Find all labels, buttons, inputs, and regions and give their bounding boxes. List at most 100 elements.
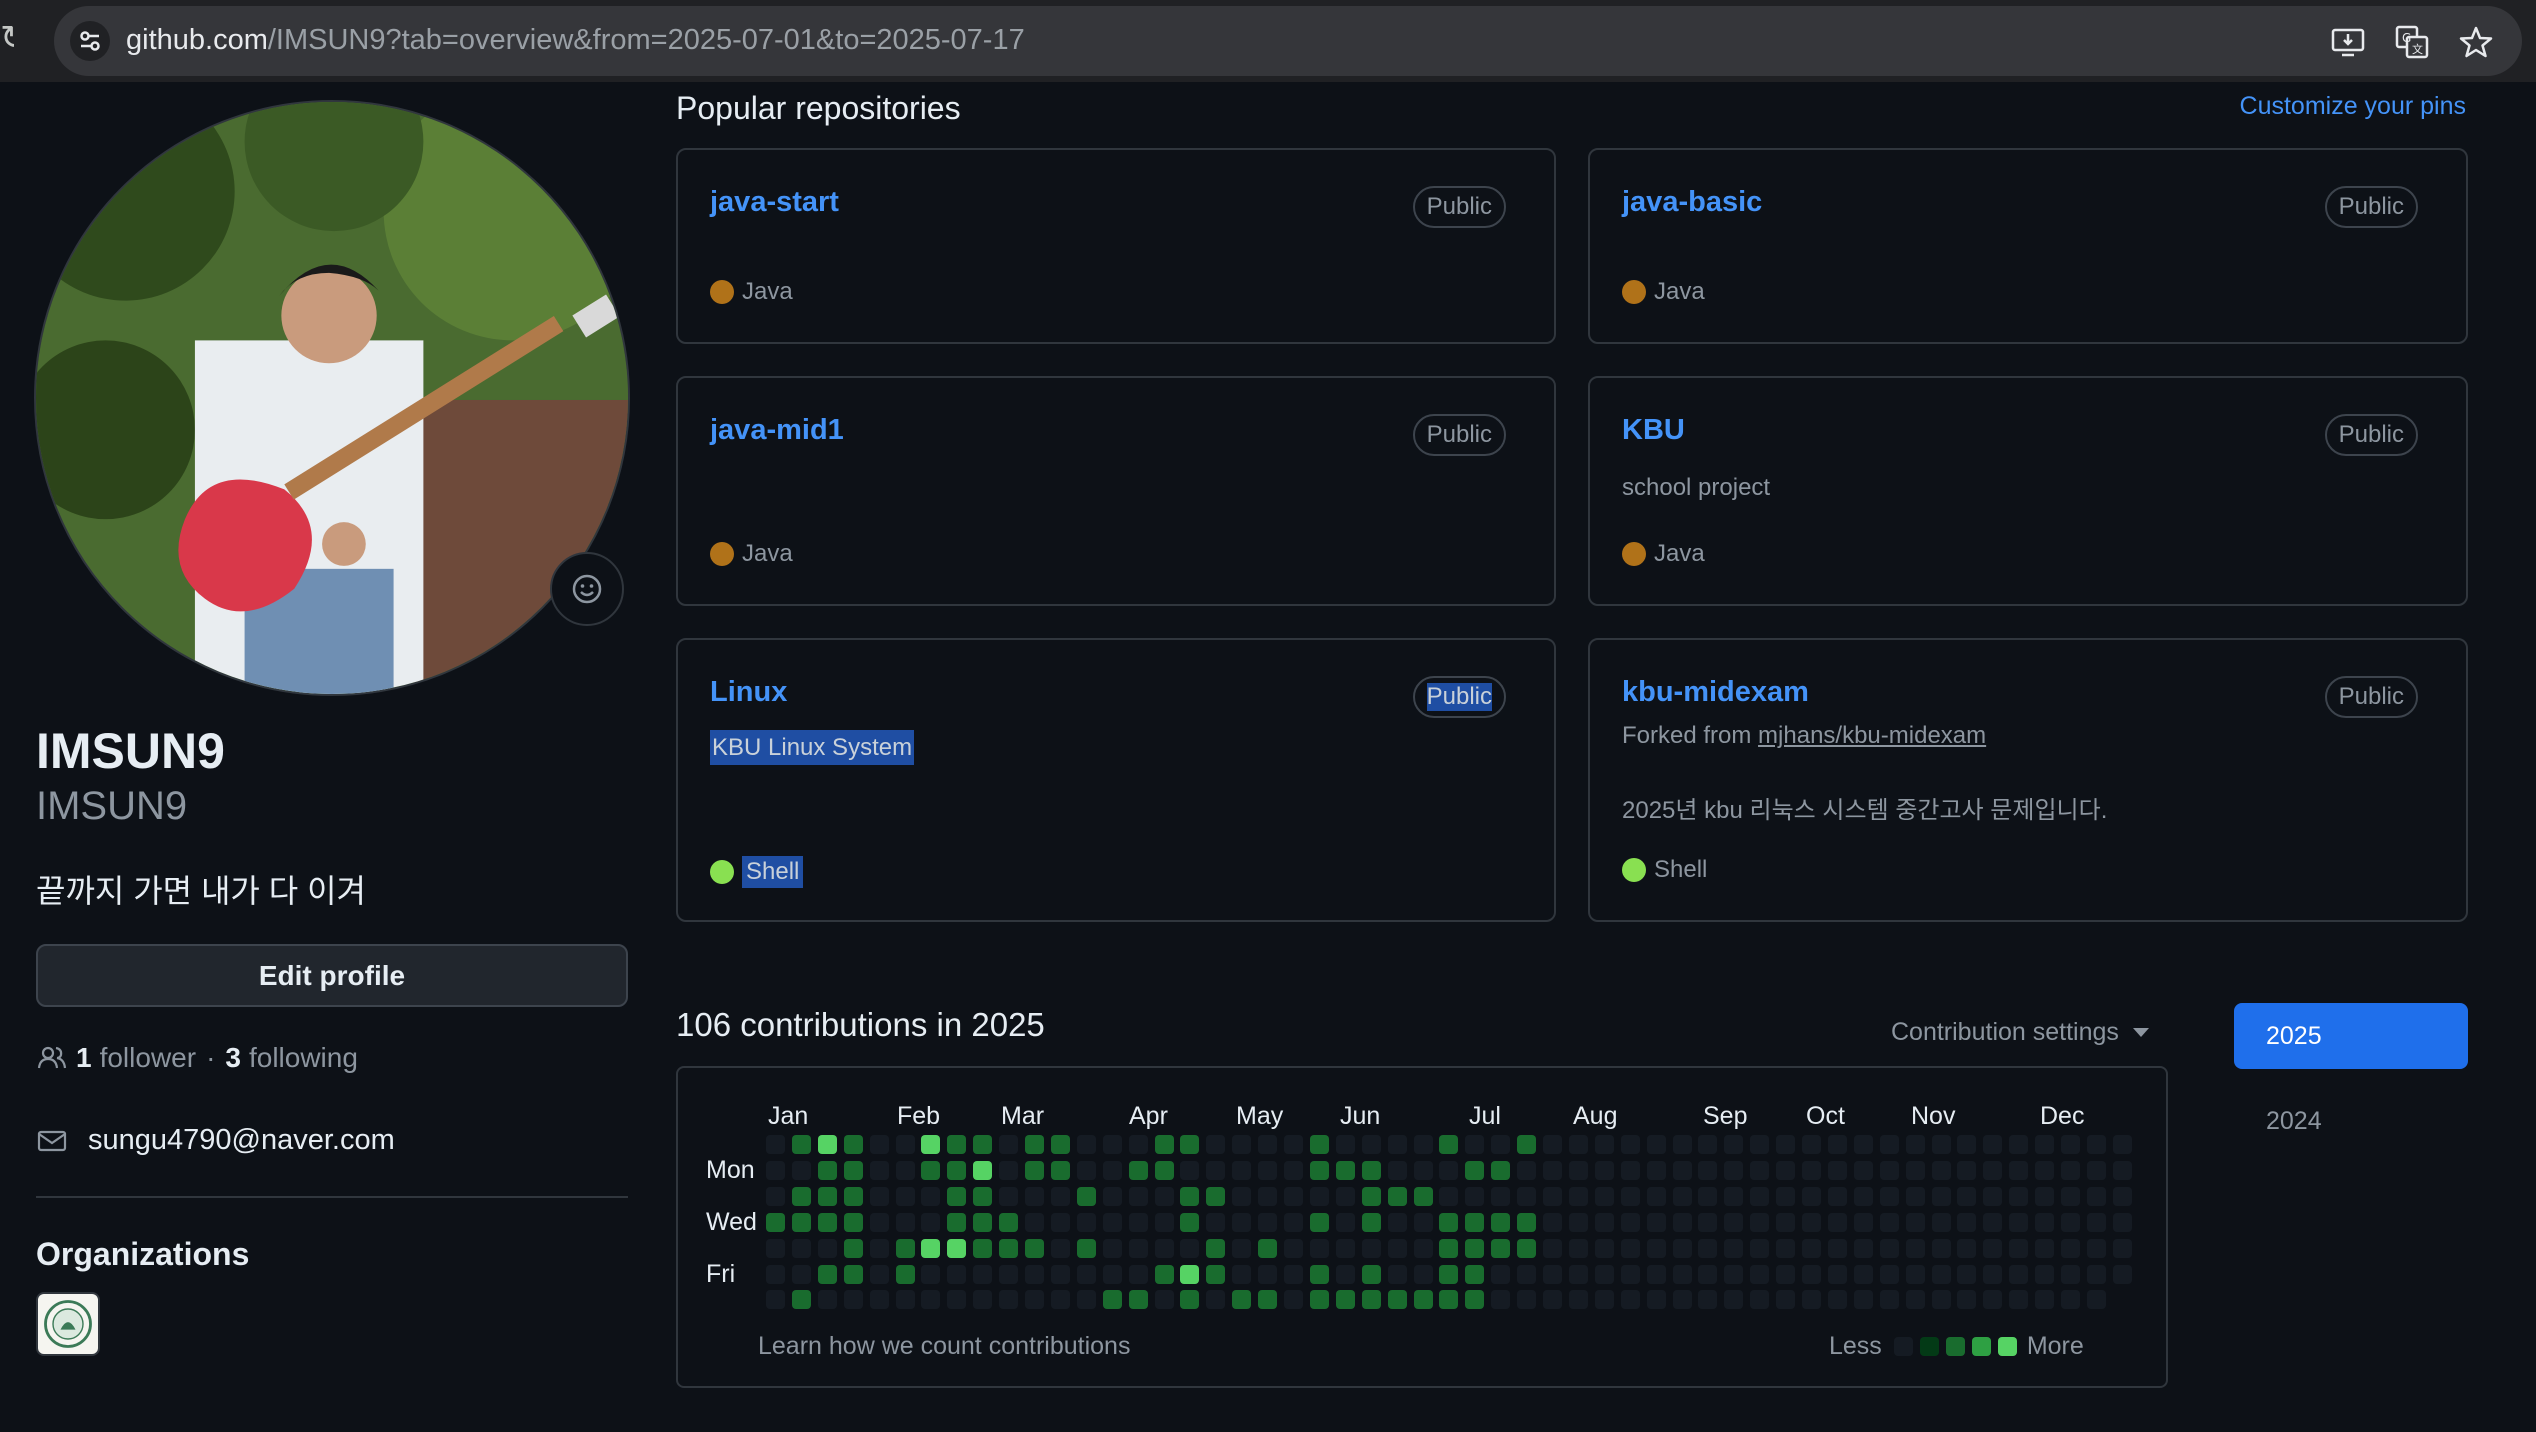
contribution-day-cell[interactable]: [1102, 1264, 1122, 1284]
contribution-day-cell[interactable]: [766, 1135, 785, 1154]
contribution-day-cell[interactable]: [947, 1212, 967, 1232]
contribution-day-cell[interactable]: [1309, 1160, 1329, 1180]
contribution-day-cell[interactable]: [1957, 1212, 1977, 1232]
contribution-day-cell[interactable]: [1465, 1186, 1485, 1206]
contribution-day-cell[interactable]: [1931, 1290, 1951, 1310]
contribution-day-cell[interactable]: [1750, 1186, 1770, 1206]
contribution-day-cell[interactable]: [1957, 1290, 1977, 1310]
contribution-day-cell[interactable]: [1206, 1238, 1226, 1258]
contribution-day-cell[interactable]: [1050, 1264, 1070, 1284]
contribution-day-cell[interactable]: [1543, 1160, 1562, 1180]
contribution-day-cell[interactable]: [1309, 1264, 1329, 1284]
contribution-day-cell[interactable]: [1413, 1290, 1433, 1310]
contribution-day-cell[interactable]: [921, 1212, 941, 1232]
contribution-day-cell[interactable]: [1335, 1238, 1355, 1258]
contribution-day-cell[interactable]: [1879, 1186, 1899, 1206]
contribution-day-cell[interactable]: [1802, 1212, 1821, 1232]
contribution-day-cell[interactable]: [1594, 1212, 1614, 1232]
contribution-day-cell[interactable]: [973, 1160, 993, 1180]
contribution-day-cell[interactable]: [1594, 1160, 1614, 1180]
contribution-day-cell[interactable]: [973, 1264, 993, 1284]
contribution-day-cell[interactable]: [1827, 1212, 1847, 1232]
contribution-day-cell[interactable]: [791, 1212, 811, 1232]
contribution-day-cell[interactable]: [2035, 1160, 2055, 1180]
contribution-day-cell[interactable]: [1154, 1238, 1174, 1258]
contribution-day-cell[interactable]: [1025, 1186, 1044, 1206]
contribution-day-cell[interactable]: [1802, 1238, 1821, 1258]
address-bar[interactable]: github.com/IMSUN9?tab=overview&from=2025…: [54, 6, 2522, 76]
contribution-day-cell[interactable]: [1957, 1264, 1977, 1284]
contribution-day-cell[interactable]: [1387, 1212, 1407, 1232]
site-info-icon[interactable]: [70, 21, 110, 61]
contribution-day-cell[interactable]: [1853, 1135, 1873, 1154]
customize-pins-link[interactable]: Customize your pins: [2239, 92, 2466, 120]
contribution-day-cell[interactable]: [1309, 1238, 1329, 1258]
edit-profile-button[interactable]: Edit profile: [36, 944, 628, 1007]
contribution-day-cell[interactable]: [1050, 1186, 1070, 1206]
contribution-day-cell[interactable]: [999, 1212, 1019, 1232]
contribution-day-cell[interactable]: [1776, 1135, 1796, 1154]
contribution-day-cell[interactable]: [1232, 1135, 1252, 1154]
contribution-day-cell[interactable]: [1957, 1160, 1977, 1180]
contribution-day-cell[interactable]: [947, 1238, 967, 1258]
contribution-day-cell[interactable]: [1128, 1135, 1148, 1154]
contribution-day-cell[interactable]: [1154, 1212, 1174, 1232]
contribution-day-cell[interactable]: [1491, 1135, 1511, 1154]
profile-avatar[interactable]: [34, 100, 630, 696]
contribution-day-cell[interactable]: [1439, 1186, 1459, 1206]
contribution-day-cell[interactable]: [1128, 1264, 1148, 1284]
contribution-day-cell[interactable]: [1076, 1290, 1096, 1310]
contribution-day-cell[interactable]: [1750, 1212, 1770, 1232]
contribution-day-cell[interactable]: [1905, 1160, 1925, 1180]
contribution-day-cell[interactable]: [1258, 1238, 1278, 1258]
contribution-day-cell[interactable]: [1309, 1212, 1329, 1232]
contribution-day-cell[interactable]: [1025, 1160, 1044, 1180]
contribution-day-cell[interactable]: [1232, 1160, 1252, 1180]
contribution-day-cell[interactable]: [843, 1238, 863, 1258]
contribution-day-cell[interactable]: [1802, 1264, 1821, 1284]
contribution-day-cell[interactable]: [921, 1135, 941, 1154]
contribution-day-cell[interactable]: [1284, 1290, 1303, 1310]
contribution-day-cell[interactable]: [921, 1238, 941, 1258]
contribution-day-cell[interactable]: [869, 1238, 889, 1258]
contribution-day-cell[interactable]: [1102, 1135, 1122, 1154]
bookmark-star-icon[interactable]: [2458, 24, 2494, 60]
contribution-day-cell[interactable]: [1102, 1186, 1122, 1206]
contribution-day-cell[interactable]: [1025, 1238, 1044, 1258]
repo-name-link[interactable]: kbu-midexam: [1622, 676, 1809, 708]
contribution-day-cell[interactable]: [1102, 1290, 1122, 1310]
contribution-day-cell[interactable]: [1879, 1135, 1899, 1154]
contribution-day-cell[interactable]: [1284, 1160, 1303, 1180]
contribution-day-cell[interactable]: [1361, 1160, 1381, 1180]
contribution-day-cell[interactable]: [1646, 1238, 1666, 1258]
contribution-day-cell[interactable]: [1802, 1135, 1821, 1154]
contribution-day-cell[interactable]: [1465, 1238, 1485, 1258]
contribution-day-cell[interactable]: [1802, 1186, 1821, 1206]
contribution-day-cell[interactable]: [869, 1135, 889, 1154]
contribution-day-cell[interactable]: [1827, 1290, 1847, 1310]
install-app-icon[interactable]: [2330, 24, 2366, 60]
contribution-day-cell[interactable]: [1672, 1135, 1692, 1154]
contribution-day-cell[interactable]: [2061, 1135, 2080, 1154]
contribution-day-cell[interactable]: [1724, 1290, 1744, 1310]
set-status-button[interactable]: [550, 552, 624, 626]
contribution-day-cell[interactable]: [2035, 1186, 2055, 1206]
contribution-day-cell[interactable]: [791, 1264, 811, 1284]
contribution-day-cell[interactable]: [1698, 1186, 1718, 1206]
contribution-day-cell[interactable]: [895, 1212, 915, 1232]
contribution-day-cell[interactable]: [1568, 1212, 1588, 1232]
contribution-day-cell[interactable]: [973, 1290, 993, 1310]
contribution-day-cell[interactable]: [1905, 1290, 1925, 1310]
contribution-day-cell[interactable]: [973, 1186, 993, 1206]
contribution-day-cell[interactable]: [1465, 1212, 1485, 1232]
learn-contributions-link[interactable]: Learn how we count contributions: [758, 1332, 1131, 1360]
contribution-day-cell[interactable]: [973, 1238, 993, 1258]
contribution-day-cell[interactable]: [1128, 1212, 1148, 1232]
contribution-day-cell[interactable]: [1025, 1212, 1044, 1232]
contribution-day-cell[interactable]: [895, 1264, 915, 1284]
contribution-day-cell[interactable]: [947, 1264, 967, 1284]
contribution-day-cell[interactable]: [999, 1290, 1019, 1310]
contribution-day-cell[interactable]: [1361, 1238, 1381, 1258]
contribution-day-cell[interactable]: [1180, 1160, 1200, 1180]
